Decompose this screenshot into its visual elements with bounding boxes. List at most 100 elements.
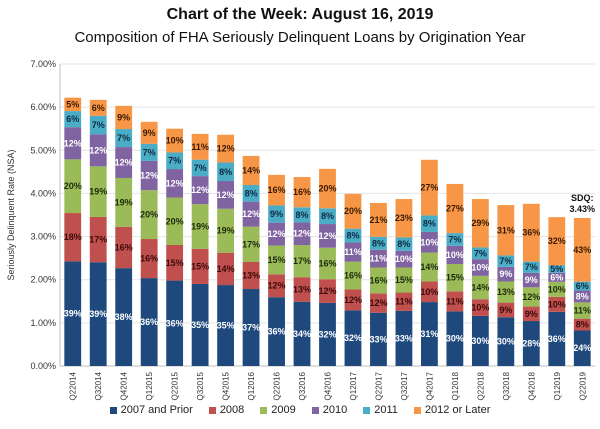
data-label: 12% [268, 229, 286, 239]
bar-segment [140, 143, 158, 161]
bar-segment [293, 245, 311, 278]
bar-stack: 33% 12% 16% 11% 8% 21% [369, 202, 388, 366]
legend-label: 2010 [322, 404, 348, 416]
bar-segment [446, 264, 464, 292]
data-label: 15% [191, 261, 209, 271]
bars: 39%18%20%12%6%5%39%17%19%12%7%6%38%16%19… [64, 97, 591, 366]
x-tick-label: Q12015 [145, 371, 154, 400]
data-label: 34% [293, 329, 311, 339]
data-label: 5% [66, 99, 79, 109]
data-label: 35% [217, 321, 235, 331]
bar-stack: 28% 9% 12% 9% 7% 36% [522, 203, 540, 366]
bar-segment [573, 218, 591, 282]
bar-segment [217, 208, 235, 253]
data-label: 17% [89, 235, 107, 245]
bar-segment [395, 237, 413, 251]
data-label: 11% [573, 306, 591, 316]
data-label: 12% [318, 286, 336, 296]
bar-stack: 37% 13% 17% 12% 8% 14% [242, 155, 260, 366]
y-axis-label: Seriously Delinquent Rate (NSA) [6, 149, 16, 280]
x-tick-label: Q32017 [400, 371, 409, 400]
data-label: 6% [550, 272, 563, 282]
bar-segment [89, 166, 107, 217]
data-label: 9% [525, 309, 538, 319]
data-label: 16% [293, 187, 311, 197]
bar-stack: 30% 10% 14% 10% 7% 29% [471, 199, 489, 366]
data-label: 24% [573, 343, 591, 353]
bar-segment [395, 292, 413, 311]
bar-segment [115, 129, 133, 148]
bar-segment [140, 121, 158, 144]
y-tick-label: 7.00% [30, 59, 56, 69]
data-label: 27% [420, 183, 438, 193]
data-label: 15% [166, 258, 184, 268]
x-tick-label: Q42017 [425, 371, 434, 400]
data-label: 14% [420, 262, 438, 272]
chart-subtitle: Composition of FHA Seriously Delinquent … [74, 29, 526, 46]
data-label: 12% [522, 292, 540, 302]
data-label: 17% [293, 256, 311, 266]
bar-segment [293, 222, 311, 246]
data-label: 8% [219, 167, 232, 177]
bar-segment [344, 261, 362, 290]
bar-segment [191, 248, 209, 284]
x-tick-label: Q22016 [273, 371, 282, 400]
data-label: 36% [166, 318, 184, 328]
y-tick-label: 5.00% [30, 145, 56, 155]
bar-segment [89, 99, 107, 116]
bar-stack: 38% 16% 19% 12% 7% 9% [115, 105, 133, 366]
bar-stack: 33% 11% 15% 10% 8% 23% [395, 199, 413, 366]
data-label: 8% [346, 231, 359, 241]
x-tick-label: Q42015 [222, 371, 231, 400]
data-label: 14% [471, 283, 489, 293]
bar-segment [242, 185, 260, 202]
legend: 2007 and Prior 2008 2009 2010 2011 2012 or La… [0, 404, 600, 416]
data-label: 16% [369, 275, 387, 285]
bar-segment [420, 231, 438, 253]
data-label: 9% [117, 112, 130, 122]
data-label: 12% [89, 145, 107, 155]
bar-segment [522, 321, 540, 366]
bar-segment [64, 97, 82, 112]
y-tick-label: 6.00% [30, 102, 56, 112]
bar-segment [446, 311, 464, 366]
bar-segment [497, 205, 515, 256]
bar-segment [395, 267, 413, 293]
data-label: 35% [191, 320, 209, 330]
data-label: 16% [344, 271, 362, 281]
data-label: 19% [217, 226, 235, 236]
bar-stack: 36% 12% 15% 12% 9% 16% [268, 174, 286, 366]
bar-segment [446, 291, 464, 312]
bar-segment [420, 252, 438, 282]
legend-label: 2011 [374, 404, 398, 416]
data-label: 7% [499, 256, 512, 266]
bar-stack: 35% 15% 19% 12% 7% 11% [191, 133, 209, 366]
bar-segment [217, 285, 235, 366]
bar-segment [319, 279, 336, 303]
legend-swatch [363, 406, 371, 414]
data-label: 30% [446, 334, 464, 344]
bar-segment [344, 242, 362, 262]
data-label: 12% [344, 295, 362, 305]
bar-segment [471, 247, 489, 260]
bar-segment [522, 203, 540, 262]
data-label: 20% [166, 216, 184, 226]
data-label: 23% [395, 213, 413, 223]
bar-segment [217, 162, 235, 182]
bar-segment [140, 278, 158, 366]
data-label: 11% [370, 254, 388, 264]
legend-swatch [260, 406, 268, 414]
bar-segment [115, 226, 133, 269]
legend-item: 2007 and Prior [109, 404, 193, 416]
data-label: 12% [293, 229, 311, 239]
data-label: 20% [318, 184, 336, 194]
bar-segment [395, 310, 413, 366]
data-label: 19% [191, 222, 209, 232]
data-label: 10% [471, 262, 489, 272]
data-label: 39% [64, 309, 82, 319]
x-tick-label: Q32018 [502, 371, 511, 400]
x-tick-label: Q32016 [298, 371, 307, 400]
data-label: 6% [92, 103, 105, 113]
bar-segment [497, 266, 515, 282]
bar-segment [370, 312, 387, 366]
